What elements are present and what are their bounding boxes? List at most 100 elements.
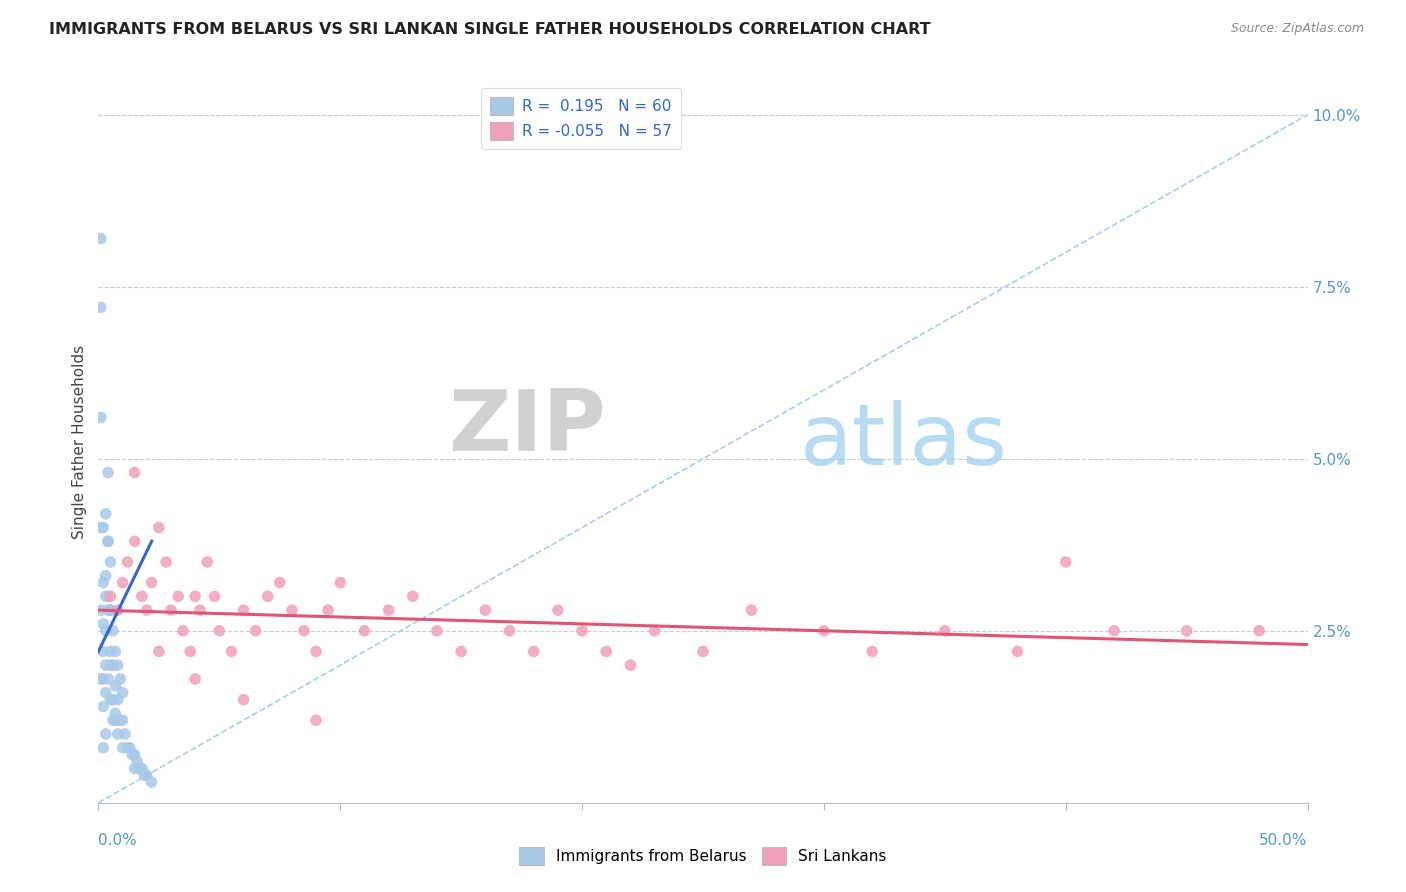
Point bbox=[474, 603, 496, 617]
Point bbox=[498, 624, 520, 638]
Point bbox=[100, 555, 122, 569]
Point bbox=[305, 644, 328, 658]
Point bbox=[97, 603, 120, 617]
Point bbox=[740, 603, 762, 617]
Point bbox=[547, 603, 569, 617]
Point bbox=[107, 603, 129, 617]
Point bbox=[104, 713, 127, 727]
Point bbox=[184, 590, 207, 604]
Point bbox=[124, 747, 146, 762]
Point bbox=[108, 672, 131, 686]
Point bbox=[108, 713, 131, 727]
Point bbox=[167, 590, 190, 604]
Point bbox=[91, 575, 114, 590]
Y-axis label: Single Father Households: Single Father Households bbox=[72, 344, 87, 539]
Point bbox=[595, 644, 617, 658]
Text: 50.0%: 50.0% bbox=[1260, 833, 1308, 848]
Point bbox=[90, 410, 112, 425]
Point bbox=[131, 590, 153, 604]
Point bbox=[141, 575, 163, 590]
Point bbox=[91, 520, 114, 534]
Point bbox=[148, 644, 170, 658]
Point bbox=[107, 692, 129, 706]
Point bbox=[100, 692, 122, 706]
Point bbox=[111, 713, 134, 727]
Point bbox=[121, 747, 143, 762]
Point bbox=[101, 713, 124, 727]
Point bbox=[127, 755, 149, 769]
Legend: R =  0.195   N = 60, R = -0.055   N = 57: R = 0.195 N = 60, R = -0.055 N = 57 bbox=[481, 88, 681, 149]
Point bbox=[91, 672, 114, 686]
Point bbox=[90, 301, 112, 315]
Point bbox=[100, 644, 122, 658]
Point bbox=[97, 534, 120, 549]
Point bbox=[91, 616, 114, 631]
Point bbox=[117, 555, 139, 569]
Point bbox=[124, 534, 146, 549]
Point bbox=[184, 672, 207, 686]
Point bbox=[101, 692, 124, 706]
Point bbox=[104, 679, 127, 693]
Point bbox=[101, 624, 124, 638]
Point bbox=[94, 686, 117, 700]
Point bbox=[90, 672, 112, 686]
Point bbox=[305, 713, 328, 727]
Point bbox=[131, 761, 153, 775]
Point bbox=[316, 603, 339, 617]
Point bbox=[571, 624, 593, 638]
Point bbox=[1007, 644, 1029, 658]
Point bbox=[195, 555, 218, 569]
Point bbox=[292, 624, 315, 638]
Point bbox=[813, 624, 835, 638]
Point bbox=[111, 686, 134, 700]
Point bbox=[94, 507, 117, 521]
Point bbox=[97, 534, 120, 549]
Text: IMMIGRANTS FROM BELARUS VS SRI LANKAN SINGLE FATHER HOUSEHOLDS CORRELATION CHART: IMMIGRANTS FROM BELARUS VS SRI LANKAN SI… bbox=[49, 22, 931, 37]
Point bbox=[692, 644, 714, 658]
Point bbox=[172, 624, 194, 638]
Point bbox=[90, 520, 112, 534]
Point bbox=[208, 624, 231, 638]
Legend: Immigrants from Belarus, Sri Lankans: Immigrants from Belarus, Sri Lankans bbox=[513, 841, 893, 871]
Text: Source: ZipAtlas.com: Source: ZipAtlas.com bbox=[1230, 22, 1364, 36]
Point bbox=[104, 706, 127, 721]
Point bbox=[114, 727, 136, 741]
Point bbox=[619, 658, 641, 673]
Point bbox=[97, 466, 120, 480]
Point bbox=[1054, 555, 1077, 569]
Point bbox=[91, 740, 114, 755]
Point bbox=[353, 624, 375, 638]
Point bbox=[91, 699, 114, 714]
Point bbox=[1175, 624, 1198, 638]
Point bbox=[450, 644, 472, 658]
Point bbox=[111, 740, 134, 755]
Point bbox=[860, 644, 883, 658]
Point bbox=[100, 590, 122, 604]
Point bbox=[124, 466, 146, 480]
Point bbox=[100, 603, 122, 617]
Point bbox=[934, 624, 956, 638]
Point bbox=[101, 658, 124, 673]
Point bbox=[90, 231, 112, 245]
Point bbox=[179, 644, 201, 658]
Point bbox=[232, 692, 254, 706]
Point bbox=[644, 624, 666, 638]
Point bbox=[256, 590, 278, 604]
Point bbox=[188, 603, 211, 617]
Point bbox=[426, 624, 449, 638]
Point bbox=[402, 590, 425, 604]
Point bbox=[141, 775, 163, 789]
Point bbox=[94, 624, 117, 638]
Point bbox=[329, 575, 352, 590]
Point bbox=[94, 658, 117, 673]
Point bbox=[377, 603, 399, 617]
Point bbox=[111, 575, 134, 590]
Point bbox=[117, 740, 139, 755]
Point bbox=[155, 555, 177, 569]
Point bbox=[135, 603, 157, 617]
Point bbox=[94, 568, 117, 582]
Point bbox=[97, 590, 120, 604]
Point bbox=[107, 658, 129, 673]
Point bbox=[100, 658, 122, 673]
Point bbox=[148, 520, 170, 534]
